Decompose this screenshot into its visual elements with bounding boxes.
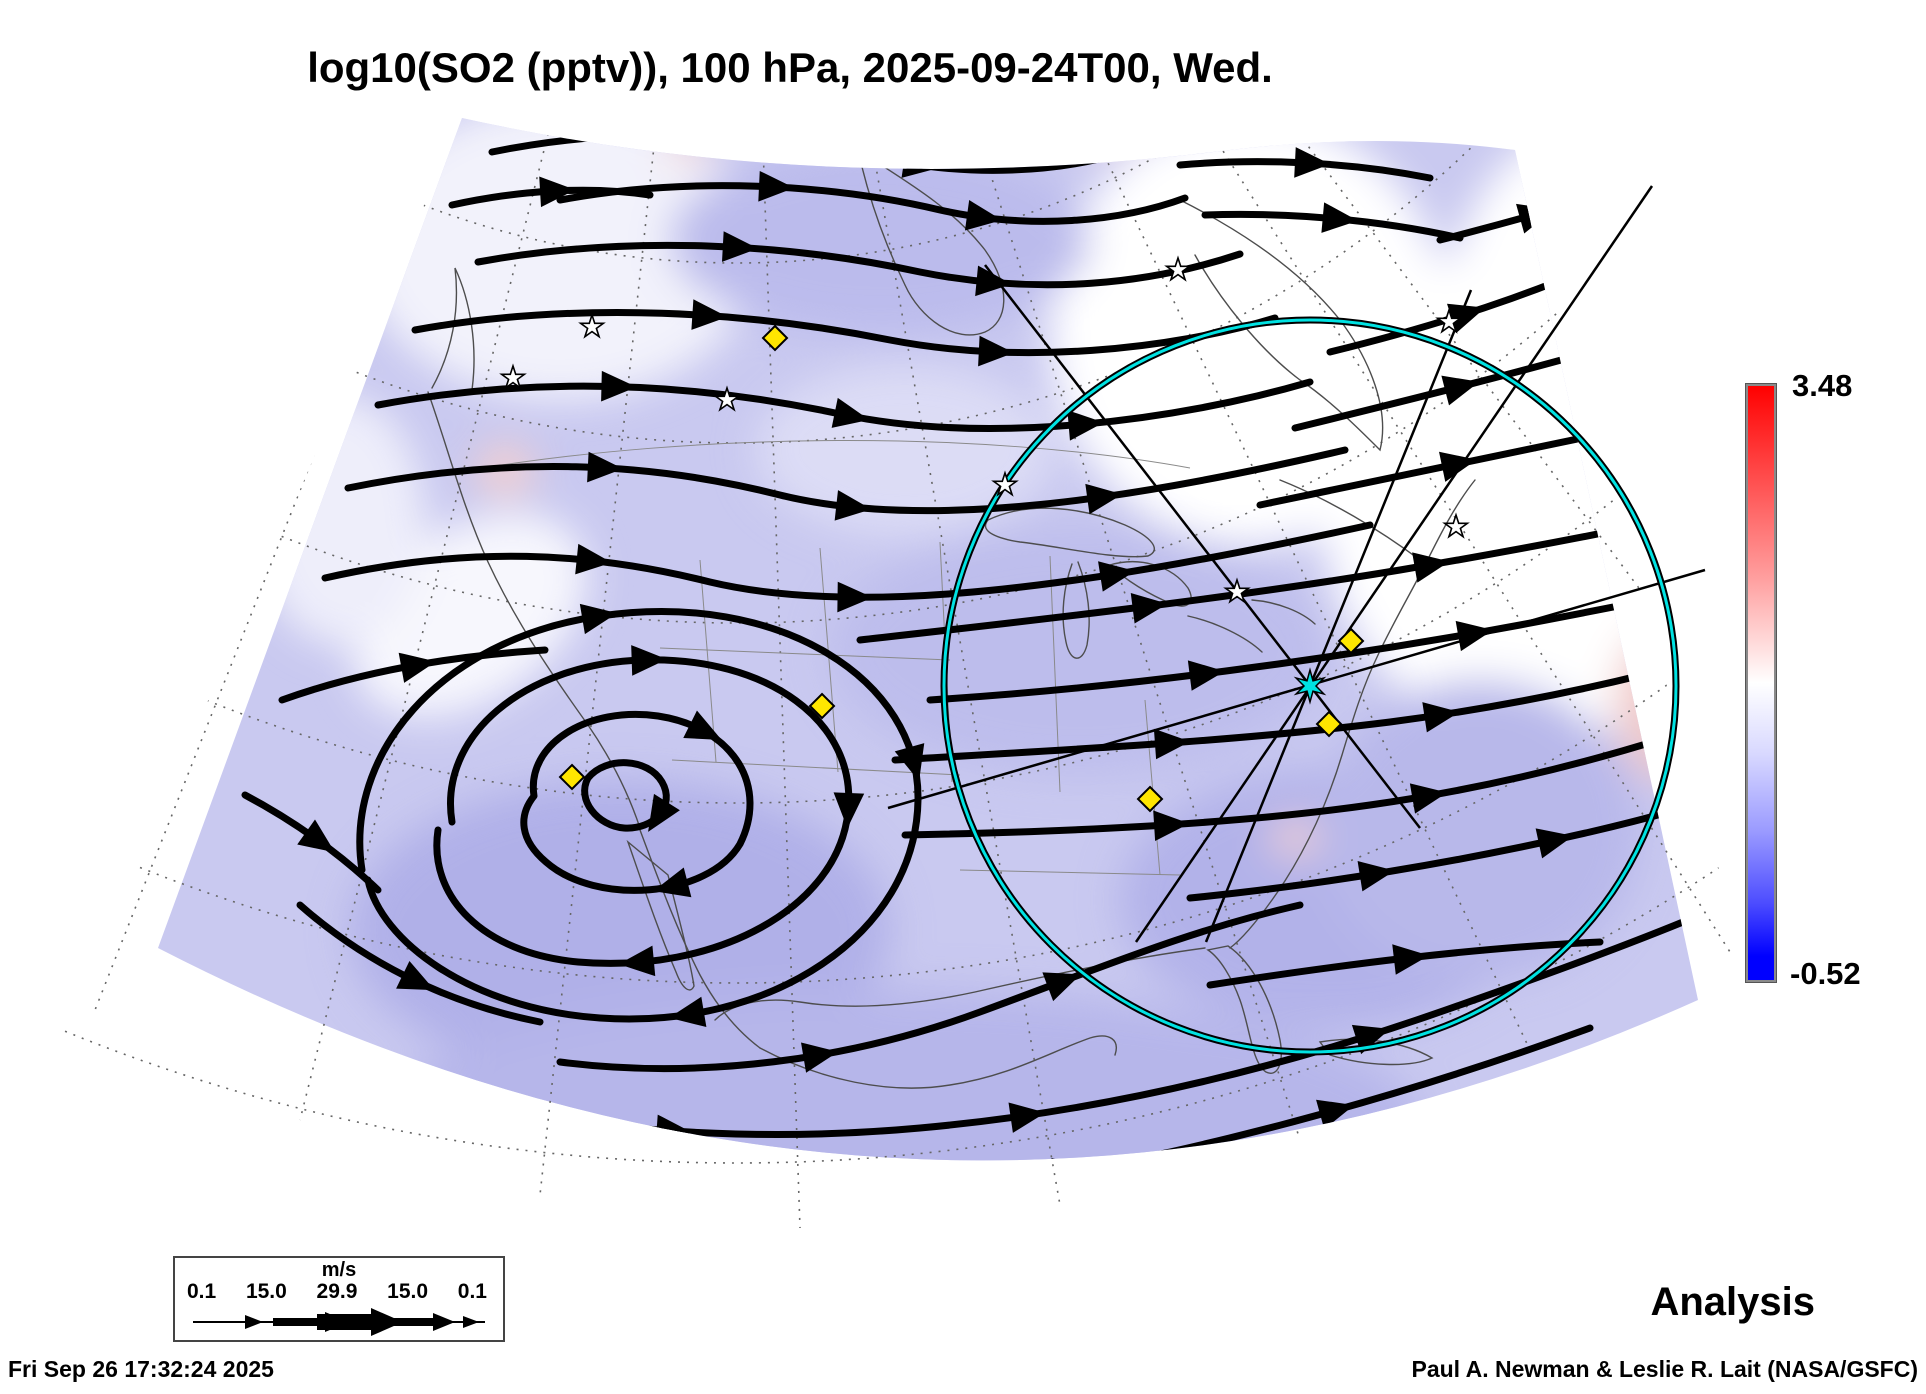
analysis-mode-label: Analysis — [1650, 1280, 1815, 1324]
streamline-arrowhead — [653, 867, 692, 898]
streamline-arrowhead — [297, 819, 335, 853]
streamline-arrowhead — [831, 397, 870, 428]
flight-tracks — [887, 185, 1706, 943]
streamline-arrowhead — [631, 645, 667, 676]
streamline-arrowhead — [1412, 552, 1450, 583]
station-diamond-icon — [1337, 627, 1365, 655]
streamline-arrowhead — [648, 793, 680, 832]
streamline-arrowhead — [1042, 972, 1081, 1002]
streamline-arrowhead — [1067, 410, 1104, 441]
streamline-arrowhead — [801, 1042, 839, 1073]
wind-speed-legend: m/s 0.1 15.0 29.9 15.0 0.1 — [173, 1256, 505, 1342]
streamline-arrowhead — [618, 945, 656, 977]
streamline-arrowhead — [1316, 1099, 1355, 1130]
city-star-icon — [1435, 307, 1463, 334]
flight-track-line — [1204, 289, 1473, 943]
streamline-arrowhead — [601, 370, 637, 402]
streamline-arrowhead — [1153, 810, 1190, 842]
streamline-arrowhead — [833, 792, 865, 829]
streamline-arrowhead — [683, 710, 722, 741]
streamline-arrowhead — [785, 1184, 808, 1204]
streamline-arrowhead — [1516, 203, 1555, 234]
streamline-arrowhead — [587, 451, 624, 483]
streamline-arrowhead — [1294, 147, 1331, 178]
colorbar — [1746, 384, 1776, 982]
legend-speed-value: 29.9 — [316, 1280, 358, 1303]
streamline-arrowhead — [539, 176, 576, 208]
plot-title: log10(SO2 (pptv)), 100 hPa, 2025-09-24T0… — [307, 44, 1273, 91]
streamline-arrowhead — [1085, 483, 1123, 515]
city-star-icon — [578, 312, 606, 339]
author-credit: Paul A. Newman & Leslie R. Lait (NASA/GS… — [1411, 1356, 1918, 1382]
streamline-arrowhead — [1441, 375, 1480, 406]
legend-speed-value: 0.1 — [457, 1280, 487, 1303]
city-star-icon — [499, 363, 527, 390]
streamline-arrowhead — [579, 603, 618, 635]
streamline-arrowhead — [691, 299, 728, 330]
station-diamond-icon — [1315, 710, 1343, 738]
streamline-arrowhead — [1321, 202, 1358, 233]
station-diamond-icon — [808, 692, 836, 720]
city-star-icon — [1164, 255, 1192, 282]
wind-speed-arrow-glyph — [193, 1308, 485, 1336]
streamline-arrowhead — [894, 743, 925, 782]
streamline-arrowhead — [398, 652, 437, 683]
streamline-arrowhead — [1153, 728, 1191, 760]
streamline-arrowhead — [1098, 561, 1136, 592]
colorbar-min-label: -0.52 — [1790, 956, 1861, 991]
streamline-arrowhead — [669, 996, 707, 1028]
markers-layer — [499, 255, 1470, 813]
station-diamond-icon — [558, 763, 586, 791]
streamline-arrowhead — [964, 200, 1003, 231]
range-circle-layer — [940, 316, 1680, 1056]
site-star-icon — [1293, 667, 1327, 705]
streamline-arrowhead — [1422, 702, 1460, 733]
streamline-arrowhead — [1187, 660, 1225, 691]
streamline-arrowhead — [834, 490, 872, 521]
streamline-arrowhead — [1392, 944, 1430, 975]
streamline-arrowhead — [1535, 828, 1574, 859]
city-star-icon — [1442, 512, 1470, 539]
streamline-arrowhead — [1357, 861, 1395, 892]
legend-speed-value: 0.1 — [187, 1280, 217, 1303]
legend-speed-value: 15.0 — [387, 1280, 429, 1303]
streamline-arrowhead — [1008, 1102, 1046, 1133]
legend-units-label: m/s — [321, 1259, 357, 1281]
so2-shading — [255, 118, 1698, 1161]
streamline-arrowhead — [975, 265, 1012, 297]
range-circle — [942, 318, 1678, 1054]
flight-track-line — [887, 568, 1706, 810]
so2-field — [158, 118, 1698, 1161]
streamline-arrowhead — [692, 119, 729, 151]
streamline-arrowhead — [758, 170, 795, 202]
streamline-arrowhead — [721, 231, 759, 262]
station-diamond-icon — [1136, 785, 1164, 813]
flight-track-line — [984, 264, 1421, 829]
streamline-arrowhead — [837, 581, 873, 613]
generation-timestamp: Fri Sep 26 17:32:24 2025 — [8, 1356, 274, 1382]
streamline-arrowhead — [1409, 783, 1448, 814]
station-diamond-icon — [761, 324, 789, 352]
city-star-icon — [713, 385, 741, 412]
city-star-icon — [1223, 577, 1251, 604]
legend-speed-value: 15.0 — [245, 1280, 287, 1303]
streamline-arrowhead — [1351, 1024, 1391, 1055]
flight-track-line — [1134, 185, 1654, 943]
streamline-arrowhead — [575, 543, 612, 575]
streamline-arrowhead — [1051, 1157, 1089, 1161]
city-star-icon — [991, 470, 1019, 497]
streamline-arrowhead — [396, 961, 435, 991]
streamline-arrowhead — [978, 335, 1015, 367]
legend-speed-values: 0.1 15.0 29.9 15.0 0.1 — [175, 1280, 503, 1304]
streamline-arrowhead — [1130, 593, 1168, 624]
colorbar-max-label: 3.48 — [1792, 368, 1853, 403]
